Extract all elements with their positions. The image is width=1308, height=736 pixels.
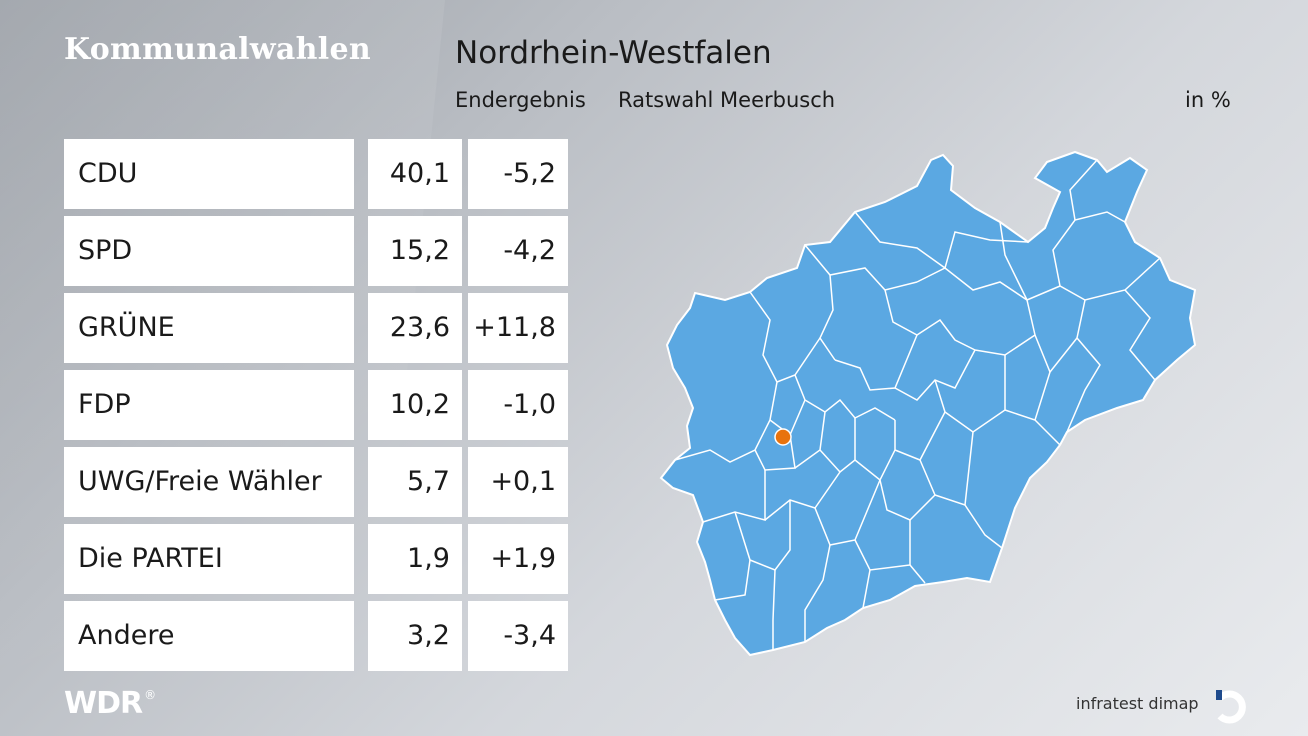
table-row: FDP 10,2 -1,0 xyxy=(64,370,568,440)
table-row: CDU 40,1 -5,2 xyxy=(64,139,568,209)
infratest-dimap-logo-icon xyxy=(1216,690,1246,724)
table-row: Die PARTEI 1,9 +1,9 xyxy=(64,524,568,594)
result-value-cell: 10,2 xyxy=(368,370,462,440)
party-name-cell: Andere xyxy=(64,601,354,671)
change-value-cell: +0,1 xyxy=(468,447,568,517)
wdr-logo-text: WDR xyxy=(64,686,143,721)
nrw-outline xyxy=(659,150,1197,657)
district-borders xyxy=(674,159,1161,650)
result-value-cell: 40,1 xyxy=(368,139,462,209)
change-value-cell: -5,2 xyxy=(468,139,568,209)
table-row: GRÜNE 23,6 +11,8 xyxy=(64,293,568,363)
election-label: Ratswahl Meerbusch xyxy=(618,88,836,112)
result-value-cell: 23,6 xyxy=(368,293,462,363)
result-value-cell: 5,7 xyxy=(368,447,462,517)
party-name-cell: FDP xyxy=(64,370,354,440)
unit-label: in % xyxy=(1185,88,1231,112)
table-row: UWG/Freie Wähler 5,7 +0,1 xyxy=(64,447,568,517)
brand-label: Kommunalwahlen xyxy=(64,32,371,67)
result-type-label: Endergebnis xyxy=(455,88,586,112)
pollster-label: infratest dimap xyxy=(1076,694,1199,713)
nrw-map xyxy=(659,150,1197,657)
registered-mark: ® xyxy=(144,688,156,702)
page-title: Nordrhein-Westfalen xyxy=(455,35,772,71)
result-value-cell: 15,2 xyxy=(368,216,462,286)
result-value-cell: 1,9 xyxy=(368,524,462,594)
change-value-cell: -3,4 xyxy=(468,601,568,671)
table-row: Andere 3,2 -3,4 xyxy=(64,601,568,671)
party-name-cell: Die PARTEI xyxy=(64,524,354,594)
wdr-logo: WDR ® xyxy=(64,686,156,721)
table-row: SPD 15,2 -4,2 xyxy=(64,216,568,286)
party-name-cell: CDU xyxy=(64,139,354,209)
party-name-cell: GRÜNE xyxy=(64,293,354,363)
result-value-cell: 3,2 xyxy=(368,601,462,671)
meerbusch-marker xyxy=(774,428,792,446)
party-name-cell: UWG/Freie Wähler xyxy=(64,447,354,517)
change-value-cell: -4,2 xyxy=(468,216,568,286)
change-value-cell: -1,0 xyxy=(468,370,568,440)
change-value-cell: +11,8 xyxy=(468,293,568,363)
change-value-cell: +1,9 xyxy=(468,524,568,594)
party-name-cell: SPD xyxy=(64,216,354,286)
